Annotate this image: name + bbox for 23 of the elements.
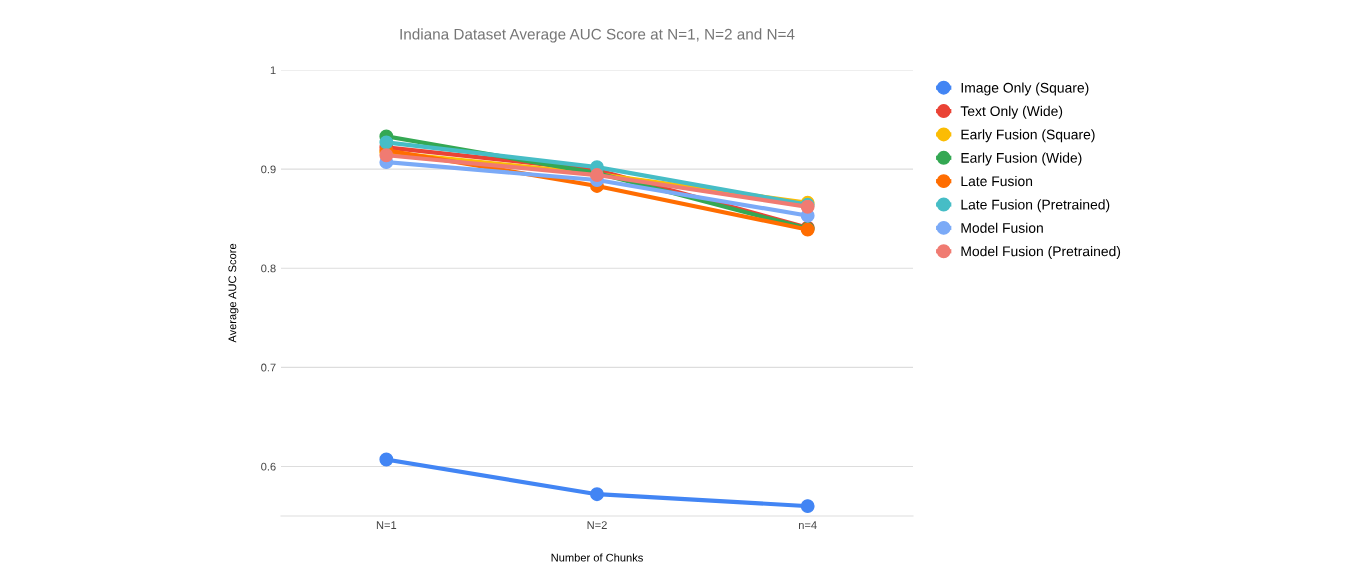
y-tick-label: 0.7 [261,363,276,372]
x-tick-label: N=2 [587,521,607,529]
x-tick-label: n=4 [798,521,817,529]
y-axis-title: Average AUC Score [228,243,239,343]
y-tick-label: 0.9 [261,165,276,174]
legend-label: Late Fusion (Pretrained) [961,199,1110,213]
point [590,487,604,502]
y-tick-label: 1 [270,66,276,75]
legend-label: Early Fusion (Wide) [961,152,1082,166]
legend-label: Model Fusion (Pretrained) [961,246,1121,259]
legend-label: Model Fusion [961,222,1043,233]
point [800,499,815,514]
x-tick-label: N=1 [376,521,397,529]
y-tick-label: 0.6 [261,462,276,471]
x-axis-title: Number of Chunks [551,553,643,562]
point [379,452,394,467]
chart-title: Indiana Dataset Average AUC Score at N=1, N=2 and N=4 [400,28,795,43]
legend-label: Late Fusion [961,175,1033,187]
legend-label: Image Only (Square) [961,82,1089,96]
point [379,135,394,150]
y-tick-label: 0.8 [261,264,276,273]
legend-label: Early Fusion (Square) [961,129,1095,143]
legend-label: Text Only (Wide) [960,105,1063,119]
